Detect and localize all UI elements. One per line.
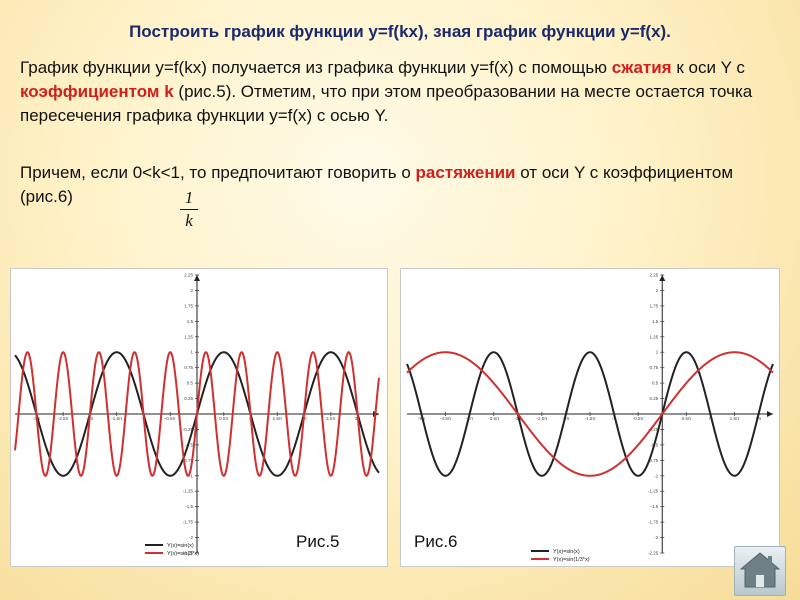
fraction-one-over-k: 1 k	[180, 188, 198, 231]
para1-text-b: к оси Y с	[671, 58, 745, 77]
figure-6-graph: -5π -4.5π -4π -3.5π -3π -2.5π -2π -1.5π -π -0.5π 0…	[400, 268, 780, 567]
paragraph-stretching: Причем, если 0<k<1, то предпочитают гово…	[20, 161, 790, 209]
home-button[interactable]	[734, 546, 786, 596]
highlight-coefficient-k: коэффициентом k	[20, 82, 174, 101]
y-tick-label: -1.5	[650, 504, 658, 509]
y-tick-label: 0.25	[184, 396, 193, 401]
y-tick-label: 1.75	[649, 303, 658, 308]
y-tick-label: -2.25	[648, 551, 659, 556]
x-tick-label: 2.5π	[326, 416, 335, 421]
x-tick-label: -2.5π	[536, 416, 547, 421]
y-tick-label: 1.5	[652, 319, 659, 324]
y-tick-label: 1	[656, 350, 659, 355]
y-tick-label: -2	[654, 535, 658, 540]
para1-text-a: График функции y=f(kx) получается из гра…	[20, 58, 607, 77]
x-tick-label: -2π	[562, 416, 569, 421]
series-curve-2	[14, 351, 380, 477]
x-tick-label: π	[709, 416, 712, 421]
para1-text-c: (рис.5). Отметим, что при этом преобразо…	[20, 82, 753, 125]
y-axis-arrow	[194, 275, 200, 281]
slide-title: Построить график функции у=f(kx), зная г…	[129, 22, 671, 41]
x-tick-label: -3π	[514, 416, 521, 421]
y-tick-label: 0.75	[184, 365, 193, 370]
series-curve-1	[406, 351, 774, 477]
series-curve-2	[406, 351, 774, 477]
y-tick-label: 1.25	[649, 334, 658, 339]
paragraph-compression: График функции y=f(kx) получается из гра…	[20, 56, 790, 128]
figure-5-caption: Рис.5	[296, 532, 340, 551]
y-tick-label: -0.5	[185, 442, 193, 447]
y-tick-label: 0.75	[649, 365, 658, 370]
y-tick-label: -0.25	[648, 427, 659, 432]
fraction-denominator: k	[185, 211, 193, 230]
fraction-numerator: 1	[184, 188, 194, 207]
x-tick-label: 1.5π	[273, 416, 282, 421]
x-tick-label: -4.5π	[440, 416, 451, 421]
x-tick-label: 0.5π	[682, 416, 691, 421]
y-tick-label: -1.75	[183, 520, 194, 525]
figure-5-graph: -3π -2.5π -2π -1.5π -π -0.5π 0.5π π 1.5π 2π 2.5π 3π…	[10, 268, 388, 567]
y-tick-label: 2	[190, 288, 193, 293]
x-tick-label: -0.5π	[633, 416, 644, 421]
x-axis-arrow	[767, 411, 773, 417]
figure-5-plot: -3π -2.5π -2π -1.5π -π -0.5π 0.5π π 1.5π 2π 2.5π 3π…	[14, 273, 380, 557]
x-tick-label: -1.5π	[111, 416, 122, 421]
para2-text-c: (рис.6)	[20, 187, 73, 206]
para2-text-b: от оси Y с коэффициентом	[515, 163, 734, 182]
x-tick-label: -0.5π	[165, 416, 176, 421]
x-tick-label: -2.5π	[58, 416, 69, 421]
y-tick-label: -1.5	[185, 504, 193, 509]
y-tick-label: -2.25	[183, 551, 194, 556]
y-tick-label: 1.25	[184, 334, 193, 339]
y-tick-label: 1.75	[184, 303, 193, 308]
fraction-bar	[180, 209, 198, 210]
y-tick-label: -1.25	[183, 489, 194, 494]
legend-label: Y(x)=sin(1/3*x)	[553, 557, 590, 563]
x-tick-label: -5π	[418, 416, 425, 421]
x-tick-label: -1.5π	[585, 416, 596, 421]
y-tick-label: 0.5	[652, 381, 659, 386]
x-tick-label: 0.5π	[219, 416, 228, 421]
x-tick-label: -4π	[466, 416, 473, 421]
y-tick-label: -0.25	[183, 427, 194, 432]
y-axis-arrow	[659, 275, 666, 281]
x-tick-label: -3.5π	[488, 416, 499, 421]
y-tick-label: -1	[654, 473, 658, 478]
legend-label: Y(x)=sin(x)	[553, 549, 580, 555]
y-tick-label: -1.25	[648, 489, 659, 494]
legend-label: Y(x)=sin(3*x)	[167, 551, 199, 557]
para2-text-a: Причем, если 0<k<1, то предпочитают гово…	[20, 163, 416, 182]
y-tick-label: 1.5	[187, 319, 194, 324]
y-tick-label: 2.25	[649, 273, 658, 278]
x-tick-label: 1.5π	[730, 416, 739, 421]
highlight-stretching: растяжении	[415, 163, 516, 182]
y-tick-label: 1	[190, 350, 193, 355]
figure-6-plot: -5π -4.5π -4π -3.5π -3π -2.5π -2π -1.5π -π -0.5π 0…	[406, 273, 774, 563]
x-tick-label: 2π	[756, 416, 762, 421]
home-icon	[739, 552, 781, 588]
x-tick-label: -π	[612, 416, 617, 421]
y-tick-label: -0.75	[648, 458, 659, 463]
y-tick-label: -1.75	[648, 520, 659, 525]
y-tick-label: 0.25	[649, 396, 658, 401]
figure-6-caption: Рис.6	[414, 532, 458, 551]
legend-label: Y(x)=sin(x)	[167, 543, 194, 549]
y-tick-label: 2	[656, 288, 659, 293]
y-tick-label: -1	[189, 473, 193, 478]
highlight-compression: сжатия	[611, 58, 672, 77]
y-tick-label: -0.75	[183, 458, 194, 463]
y-tick-label: 0.5	[187, 381, 194, 386]
y-tick-label: -2	[189, 535, 193, 540]
y-tick-label: 2.25	[184, 273, 193, 278]
